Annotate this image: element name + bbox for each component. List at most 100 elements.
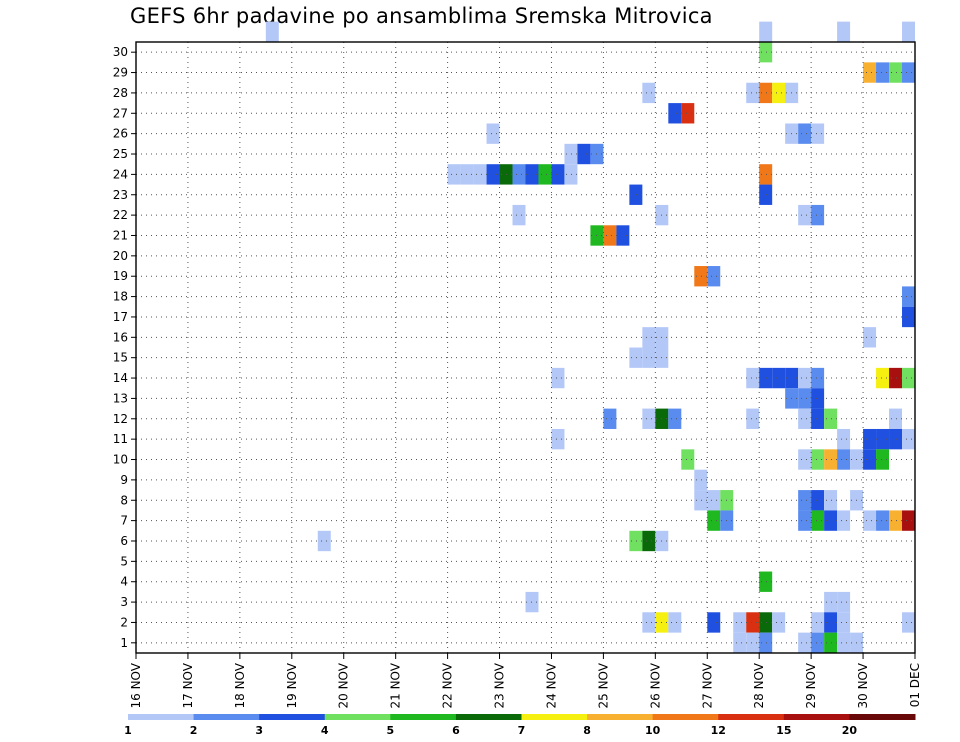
heat-cell [642,408,656,429]
heat-cell [668,103,682,124]
colorbar-swatch [521,714,588,720]
x-tick-labels: 16 NOV 17 NOV 18 NOV 19 NOV 20 NOV 21 NOV 22 N… [129,662,922,708]
heat-cell [798,204,812,226]
y-tick-label: 27 [113,106,128,120]
x-tick-label: 19 NOV [285,662,299,708]
y-tick-label: 12 [113,412,128,426]
heat-cell [837,510,851,531]
colorbar-swatch [128,714,195,720]
plot-frame [135,41,916,654]
heat-cell [512,164,526,185]
colorbar: 1 2 3 4 5 6 7 8 10 12 15 20 [124,714,916,737]
y-tick-label: 1 [120,636,128,650]
heat-cell [629,184,643,205]
heat-cell [642,612,656,633]
heat-cell [876,428,890,450]
colorbar-swatch [652,714,719,720]
y-tick-label: 21 [113,228,128,242]
heat-cell [811,510,825,531]
y-tick-label: 14 [113,371,128,385]
heat-cell [811,490,825,511]
heat-cell [759,184,773,205]
y-tick-label: 24 [113,167,128,181]
colorbar-label: 7 [518,724,526,737]
y-tick-label: 16 [113,330,128,344]
heat-cell [837,428,851,450]
heat-cell [798,408,812,429]
x-tick-label: 23 NOV [493,662,507,708]
grid-layer [136,42,915,653]
x-tick-label: 26 NOV [648,662,662,708]
heat-cell [642,327,656,348]
cells-layer [265,21,915,653]
heat-cell [759,571,773,592]
heat-cell [668,612,682,633]
heat-cell [837,449,851,470]
heat-cell [863,449,877,470]
colorbar-label: 12 [711,724,726,737]
x-tick-label: 20 NOV [337,662,351,708]
y-tick-label: 3 [120,595,128,609]
heat-cell [889,510,903,531]
y-tick-label: 9 [120,473,128,487]
heat-cell [798,449,812,470]
heat-cell [811,612,825,633]
y-tick-label: 19 [113,269,128,283]
x-tick-label: 28 NOV [752,662,766,708]
heat-cell [811,204,825,226]
y-tick-label: 29 [113,66,128,80]
x-tick-label: 16 NOV [129,662,143,708]
x-tick-label: 27 NOV [700,662,714,708]
x-tick-label: 22 NOV [441,662,455,708]
heat-cell [798,490,812,511]
heat-cell [811,388,825,409]
y-tick-label: 30 [113,45,128,59]
x-tick-label: 30 NOV [856,662,870,708]
y-tick-label: 7 [120,514,128,528]
heat-cell [668,408,682,429]
heat-cell [759,612,773,633]
heat-cell [863,327,877,348]
heat-cell [551,164,565,185]
y-tick-labels: 1234567891011121314151617181920212223242… [113,45,128,650]
colorbar-label: 5 [387,724,395,737]
heat-cell [824,632,838,653]
heat-cell [863,62,877,83]
heat-cell [798,510,812,531]
heat-cell [707,612,721,633]
colorbar-label: 2 [190,724,198,737]
heat-cell [824,591,838,613]
heat-cell [538,164,552,185]
colorbar-label: 10 [645,724,661,737]
colorbar-swatch [849,714,916,720]
x-tick-label: 01 DEC [908,663,922,707]
chart-title: GEFS 6hr padavine po ansamblima Sremska … [130,4,713,28]
heat-cell [902,367,915,389]
heat-cell [759,42,773,63]
heat-cell [759,632,773,653]
heat-cell [707,510,721,531]
x-tick-label: 17 NOV [181,662,195,708]
heat-cell [694,469,708,491]
heat-cell [603,225,617,246]
y-tick-label: 18 [113,290,128,304]
y-tick-label: 17 [113,310,128,324]
heat-cell [902,286,915,307]
heat-cell [811,123,825,144]
colorbar-label: 15 [776,724,791,737]
y-tick-label: 28 [113,86,128,100]
y-tick-label: 23 [113,188,128,202]
heat-cell [798,123,812,144]
heat-cell [889,62,903,83]
heat-cell [746,367,760,389]
heat-cell [798,388,812,409]
heat-cell [824,490,838,511]
y-tick-label: 22 [113,208,128,222]
colorbar-label: 1 [124,724,132,737]
heat-cell [824,408,838,429]
heat-cell [798,367,812,389]
heat-cell [759,82,773,104]
heat-cell [577,143,591,165]
colorbar-swatch [718,714,785,720]
